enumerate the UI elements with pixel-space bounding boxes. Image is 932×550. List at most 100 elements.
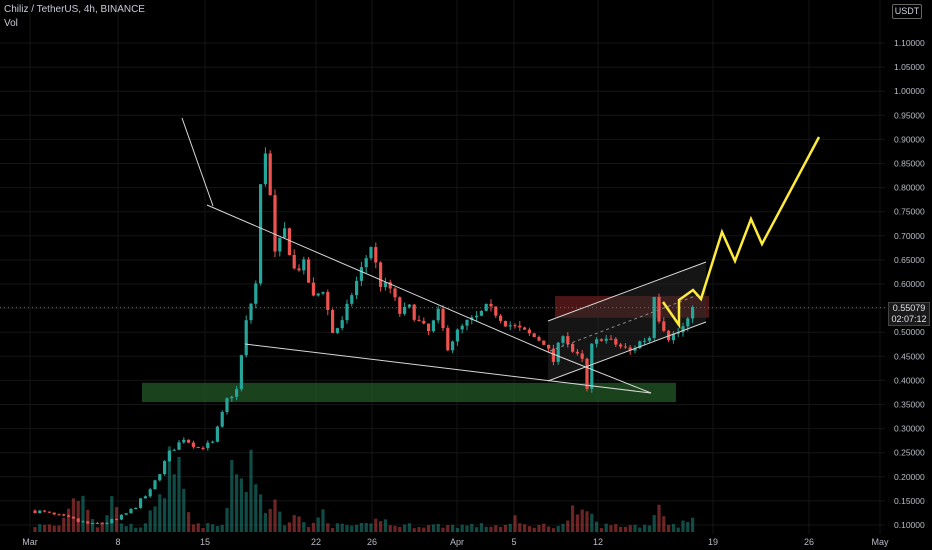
x-tick-label: 5 <box>511 537 516 547</box>
candle-body <box>537 337 541 341</box>
candle-body <box>436 308 440 321</box>
candle-body <box>287 228 291 256</box>
candle-body <box>359 267 363 281</box>
candle-body <box>676 332 680 334</box>
volume-bar <box>297 516 301 532</box>
candle-body <box>177 442 181 450</box>
candle-body <box>326 292 330 310</box>
volume-bar <box>499 526 503 532</box>
current-price-value: 0.55079 <box>892 303 926 313</box>
volume-bar <box>283 525 287 532</box>
volume-bar <box>623 526 627 532</box>
candle-body <box>484 303 488 311</box>
candle-body <box>62 514 66 516</box>
candle-body <box>254 283 258 304</box>
candle-body <box>283 228 287 238</box>
x-tick-label: 15 <box>200 537 210 547</box>
volume-bar <box>62 517 66 532</box>
candle-body <box>124 513 128 515</box>
candle-body <box>196 446 200 448</box>
candle-body <box>523 327 527 330</box>
volume-bar <box>307 526 311 532</box>
candle-body <box>388 282 392 289</box>
candle-body <box>345 303 349 321</box>
candle-body <box>662 321 666 331</box>
volume-bar <box>667 524 671 532</box>
volume-bar <box>494 525 498 532</box>
trendline-wedge-end <box>547 351 652 394</box>
candle-body <box>81 521 85 523</box>
volume-bar <box>580 509 584 532</box>
volume-bar <box>369 523 373 532</box>
volume-bar <box>518 523 522 532</box>
candle-body <box>479 310 483 316</box>
candle-body <box>139 498 143 508</box>
candle-body <box>599 339 603 341</box>
candle-body <box>503 320 507 327</box>
volume-bar <box>57 525 61 532</box>
volume-bar <box>331 528 335 532</box>
y-tick-label: 0.85000 <box>894 159 925 169</box>
channel-upper-line <box>547 261 707 322</box>
volume-bar <box>451 524 455 532</box>
x-tick-label: 19 <box>708 537 718 547</box>
volume-bar <box>81 495 85 532</box>
candle-body <box>172 449 176 451</box>
volume-bar <box>33 527 37 532</box>
candle-body <box>379 262 383 287</box>
candle-body <box>628 347 632 351</box>
x-tick-label: Apr <box>450 537 464 547</box>
candle-body <box>47 511 51 513</box>
volume-bar <box>124 526 128 532</box>
candle-body <box>614 338 618 345</box>
volume-bar <box>614 524 618 532</box>
volume-bar <box>643 524 647 532</box>
candle-body <box>460 325 464 330</box>
candle-body <box>235 389 239 397</box>
volume-bar <box>575 514 579 532</box>
candle-body <box>585 358 589 389</box>
volume-bar <box>374 518 378 532</box>
volume-bar <box>431 524 435 532</box>
volume-bar <box>662 516 666 532</box>
candle-body <box>191 442 195 447</box>
volume-bar <box>110 496 114 532</box>
volume-bar <box>254 484 258 532</box>
volume-bar <box>470 523 474 532</box>
x-tick-label: 8 <box>115 537 120 547</box>
candle-body <box>686 318 690 327</box>
candle-body <box>595 339 599 344</box>
projection-path <box>661 136 821 329</box>
candle-body <box>499 315 503 321</box>
volume-bar <box>215 526 219 532</box>
candle-body <box>609 338 613 340</box>
volume-bar <box>652 515 656 532</box>
candle-body <box>163 461 167 475</box>
candle-body <box>652 297 656 338</box>
candle-body <box>643 340 647 342</box>
volume-bar <box>455 527 459 532</box>
x-tick-label: 12 <box>593 537 603 547</box>
candle-body <box>95 522 99 524</box>
volume-bar <box>604 523 608 532</box>
candle-body <box>542 340 546 345</box>
candle-body <box>167 450 171 462</box>
candle-body <box>263 153 267 185</box>
candle-body <box>470 317 474 320</box>
candle-body <box>580 353 584 359</box>
volume-bar <box>527 526 531 532</box>
channel-fill <box>548 262 706 381</box>
candle-body <box>215 426 219 442</box>
volume-bar <box>259 494 263 532</box>
volume-bar <box>220 524 224 532</box>
volume-bar <box>599 528 603 532</box>
candle-body <box>422 320 426 324</box>
x-tick-label: 22 <box>311 537 321 547</box>
currency-badge[interactable]: USDT <box>892 4 922 19</box>
candle-body <box>451 341 455 351</box>
volume-bar <box>182 488 186 532</box>
volume-bar <box>196 523 200 532</box>
volume-bar <box>364 523 368 532</box>
y-tick-label: 0.40000 <box>894 375 925 385</box>
